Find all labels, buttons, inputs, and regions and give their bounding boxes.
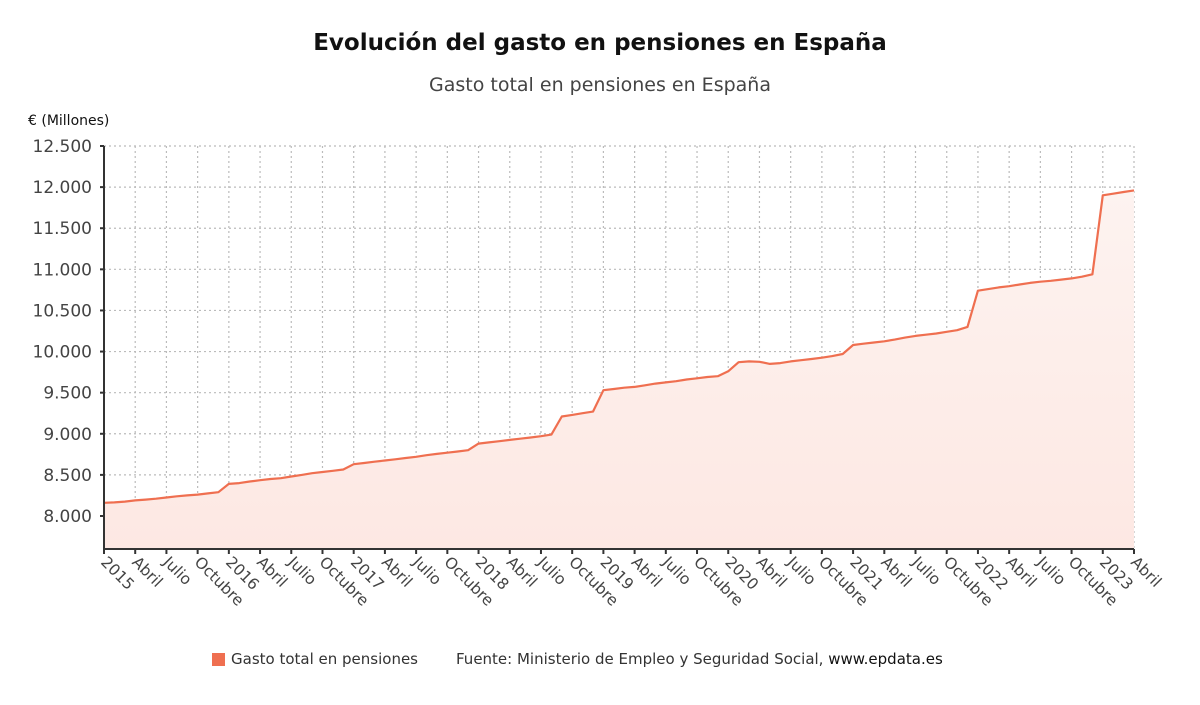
y-tick-label: 9.000 — [43, 425, 92, 445]
x-tick-label: Julio — [1033, 552, 1069, 588]
x-tick-label: Julio — [908, 552, 944, 588]
x-tick-label: Julio — [409, 552, 445, 588]
y-tick-label: 10.000 — [33, 343, 92, 363]
x-tick-label: Abril — [1002, 553, 1040, 591]
y-tick-label: 8.500 — [43, 466, 92, 486]
legend: Gasto total en pensiones Fuente: Ministe… — [212, 650, 943, 668]
y-tick-label: 8.000 — [43, 507, 92, 527]
x-tick-label: Abril — [628, 553, 666, 591]
y-tick-label: 11.000 — [33, 260, 92, 280]
legend-swatch — [212, 652, 225, 666]
y-tick-label: 10.500 — [33, 301, 92, 321]
y-tick-label: 12.000 — [33, 178, 92, 198]
y-tick-label: 11.500 — [33, 219, 92, 239]
chart-subtitle: Gasto total en pensiones en España — [429, 74, 771, 96]
x-tick-label: Julio — [159, 552, 195, 588]
y-tick-label: 12.500 — [33, 137, 92, 157]
x-tick-label: Abril — [1127, 553, 1165, 591]
x-tick-label: Abril — [503, 553, 541, 591]
legend-label: Gasto total en pensiones — [231, 650, 418, 668]
series-area — [104, 190, 1134, 549]
x-tick-label: Abril — [128, 553, 166, 591]
series-line-path — [103, 189, 1135, 504]
x-tick-label: Julio — [658, 552, 694, 588]
x-tick-label: Abril — [378, 553, 416, 591]
source-text: Fuente: Ministerio de Empleo y Seguridad… — [456, 650, 943, 668]
x-tick-label: Julio — [533, 552, 569, 588]
area-fill — [104, 190, 1134, 549]
x-tick-label: Julio — [284, 552, 320, 588]
x-tick-label: Abril — [253, 553, 291, 591]
x-tick-label: 2015 — [97, 553, 138, 594]
series-line — [103, 189, 1135, 504]
x-tick-label: Abril — [753, 553, 791, 591]
axes — [103, 146, 1134, 550]
x-tick-label: Abril — [877, 553, 915, 591]
y-tick-label: 9.500 — [43, 384, 92, 404]
chart-title: Evolución del gasto en pensiones en Espa… — [313, 30, 887, 56]
source-label: Fuente: Ministerio de Empleo y Seguridad… — [456, 650, 824, 668]
y-tick-labels: 8.000 8.500 9.000 9.500 10.000 10.500 11.000 11… — [33, 137, 104, 527]
source-link[interactable]: www.epdata.es — [828, 650, 943, 668]
y-axis-label: € (Millones) — [28, 113, 110, 129]
x-tick-label: Julio — [783, 552, 819, 588]
x-tick-labels: 2015AbrilJulioOctubre2016AbrilJulioOctub… — [97, 549, 1165, 610]
